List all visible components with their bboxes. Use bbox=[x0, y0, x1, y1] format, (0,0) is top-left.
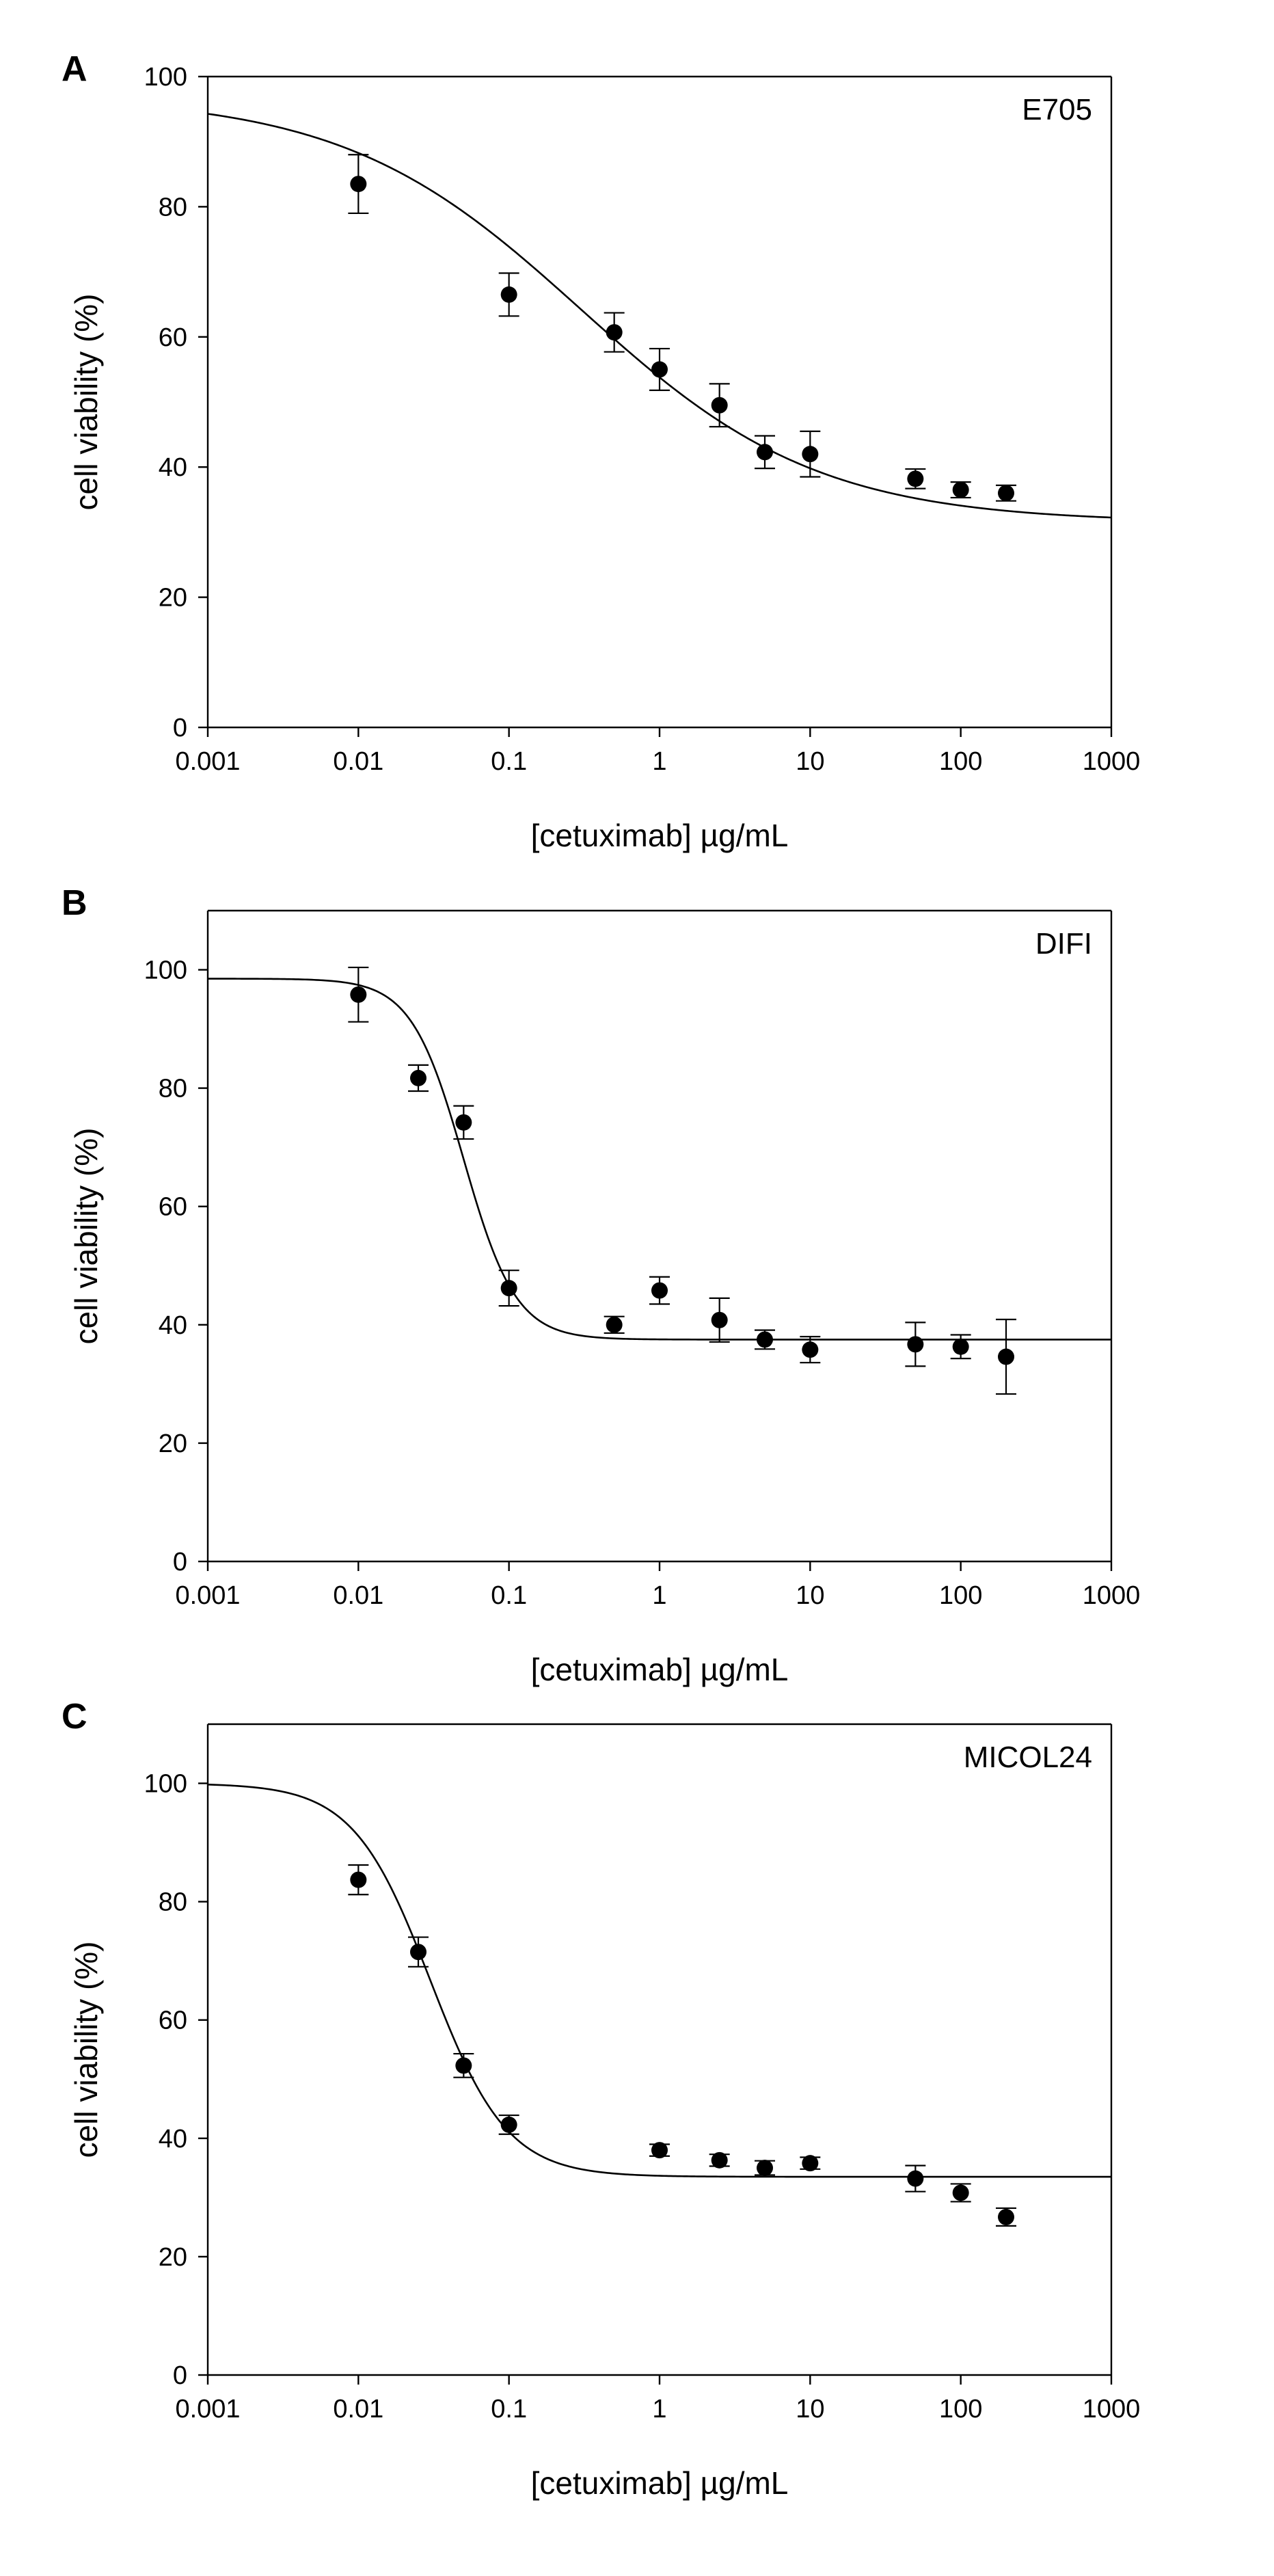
data-point bbox=[802, 1341, 818, 1358]
y-axis-label: cell viability (%) bbox=[68, 1128, 104, 1345]
y-axis-label: cell viability (%) bbox=[68, 1942, 104, 2158]
panel-a: A E705 0.001 0.01 0.1 1 10 100 1000 0 20 40 60 80 1… bbox=[62, 49, 1140, 853]
x-tick-label: 0.001 bbox=[175, 1581, 240, 1610]
y-tick-label: 40 bbox=[159, 453, 187, 482]
y-axis-label: cell viability (%) bbox=[68, 294, 104, 511]
y-tick-label: 0 bbox=[173, 714, 187, 742]
x-ticks: 0.001 0.01 0.1 1 10 100 1000 bbox=[175, 2375, 1140, 2424]
data-point bbox=[501, 2117, 517, 2133]
data-point bbox=[757, 2160, 773, 2176]
data-point bbox=[350, 987, 366, 1003]
x-ticks: 0.001 0.01 0.1 1 10 100 1000 bbox=[175, 727, 1140, 776]
data-point bbox=[711, 397, 728, 414]
data-point bbox=[953, 1339, 969, 1355]
y-tick-label: 60 bbox=[159, 323, 187, 352]
fit-curve bbox=[208, 1784, 1111, 2177]
y-tick-label: 0 bbox=[173, 2361, 187, 2390]
y-tick-label: 60 bbox=[159, 1193, 187, 1222]
data-point bbox=[410, 1944, 426, 1960]
x-tick-label: 100 bbox=[939, 747, 982, 776]
x-tick-label: 100 bbox=[939, 1581, 982, 1610]
data-point bbox=[606, 324, 623, 340]
x-tick-label: 1000 bbox=[1083, 2395, 1141, 2424]
y-ticks: 0 20 40 60 80 100 bbox=[144, 63, 208, 742]
data-point bbox=[802, 2155, 818, 2171]
x-axis-label: [cetuximab] µg/mL bbox=[531, 2465, 789, 2501]
x-tick-label: 0.001 bbox=[175, 747, 240, 776]
x-tick-label: 0.01 bbox=[333, 747, 383, 776]
x-tick-label: 10 bbox=[796, 1581, 824, 1610]
x-axis-label: [cetuximab] µg/mL bbox=[531, 818, 789, 853]
x-tick-label: 100 bbox=[939, 2395, 982, 2424]
cell-line-label-e705: E705 bbox=[1022, 93, 1092, 126]
y-tick-label: 100 bbox=[144, 1770, 187, 1799]
x-axis-label: [cetuximab] µg/mL bbox=[531, 1652, 789, 1687]
data-point bbox=[410, 1070, 426, 1086]
x-tick-label: 1 bbox=[652, 1581, 666, 1610]
y-tick-label: 80 bbox=[159, 193, 187, 222]
data-point bbox=[953, 482, 969, 498]
data-point bbox=[711, 1312, 728, 1328]
fit-curve bbox=[208, 114, 1111, 518]
y-ticks: 0 20 40 60 80 100 bbox=[144, 956, 208, 1577]
x-tick-label: 10 bbox=[796, 747, 824, 776]
data-point bbox=[907, 1336, 923, 1352]
data-point bbox=[501, 286, 517, 303]
x-tick-label: 1000 bbox=[1083, 747, 1141, 776]
data-points bbox=[348, 967, 1016, 1394]
x-tick-label: 1000 bbox=[1083, 1581, 1141, 1610]
y-tick-label: 100 bbox=[144, 63, 187, 92]
data-point bbox=[757, 1331, 773, 1347]
panel-label-c: C bbox=[62, 1697, 87, 1736]
data-point bbox=[350, 176, 366, 192]
x-tick-label: 0.1 bbox=[491, 747, 527, 776]
data-point bbox=[501, 1280, 517, 1296]
data-point bbox=[757, 444, 773, 460]
y-tick-label: 100 bbox=[144, 956, 187, 985]
y-ticks: 0 20 40 60 80 100 bbox=[144, 1770, 208, 2390]
data-point bbox=[907, 470, 923, 487]
data-point bbox=[651, 361, 668, 377]
panel-c: C MICOL24 0.001 0.01 0.1 1 10 100 1000 0 20 40 60… bbox=[62, 1697, 1140, 2501]
data-point bbox=[455, 2057, 472, 2074]
y-tick-label: 0 bbox=[173, 1548, 187, 1577]
panel-label-b: B bbox=[62, 883, 87, 923]
y-tick-label: 20 bbox=[159, 584, 187, 613]
data-point bbox=[907, 2171, 923, 2187]
data-point bbox=[998, 485, 1014, 501]
x-tick-label: 0.01 bbox=[333, 1581, 383, 1610]
panel-label-a: A bbox=[62, 49, 87, 89]
x-tick-label: 0.001 bbox=[175, 2395, 240, 2424]
data-point bbox=[651, 2142, 668, 2158]
y-tick-label: 80 bbox=[159, 1075, 187, 1103]
y-tick-label: 40 bbox=[159, 1311, 187, 1340]
x-tick-label: 1 bbox=[652, 747, 666, 776]
data-point bbox=[455, 1114, 472, 1131]
y-tick-label: 60 bbox=[159, 2007, 187, 2035]
data-point bbox=[998, 2209, 1014, 2225]
data-point bbox=[350, 1872, 366, 1888]
x-tick-label: 0.1 bbox=[491, 2395, 527, 2424]
x-tick-label: 0.01 bbox=[333, 2395, 383, 2424]
data-point bbox=[802, 446, 818, 462]
x-tick-label: 10 bbox=[796, 2395, 824, 2424]
data-points bbox=[348, 1865, 1016, 2226]
y-tick-label: 40 bbox=[159, 2125, 187, 2154]
x-tick-label: 1 bbox=[652, 2395, 666, 2424]
x-tick-label: 0.1 bbox=[491, 1581, 527, 1610]
data-point bbox=[998, 1349, 1014, 1365]
x-ticks: 0.001 0.01 0.1 1 10 100 1000 bbox=[175, 1561, 1140, 1610]
cell-line-label-difi: DIFI bbox=[1035, 927, 1092, 961]
data-point bbox=[606, 1317, 623, 1333]
y-tick-label: 20 bbox=[159, 1430, 187, 1458]
data-point bbox=[953, 2184, 969, 2201]
data-point bbox=[651, 1283, 668, 1299]
data-point bbox=[711, 2152, 728, 2169]
y-tick-label: 20 bbox=[159, 2243, 187, 2272]
y-tick-label: 80 bbox=[159, 1888, 187, 1917]
figure: A E705 0.001 0.01 0.1 1 10 100 1000 0204060801… bbox=[0, 0, 1274, 2576]
panel-b: B DIFI 0.001 0.01 0.1 1 10 100 1000 0 20 40 60 80 1… bbox=[62, 883, 1140, 1687]
cell-line-label-micol24: MICOL24 bbox=[964, 1741, 1092, 1774]
data-points bbox=[348, 155, 1016, 501]
